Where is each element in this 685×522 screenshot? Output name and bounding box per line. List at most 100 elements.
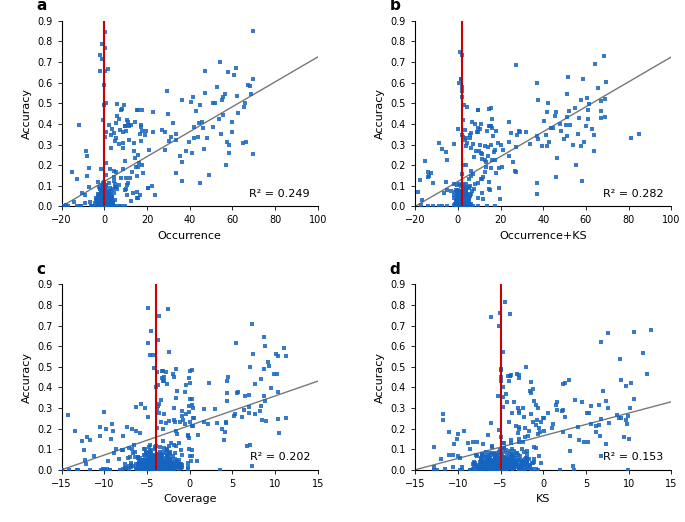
Point bbox=[513, 456, 524, 465]
Point bbox=[242, 442, 253, 450]
Point bbox=[507, 465, 518, 473]
Point bbox=[188, 123, 199, 131]
Point bbox=[121, 116, 132, 124]
Point bbox=[121, 191, 132, 199]
Point bbox=[460, 199, 471, 207]
Point bbox=[495, 458, 506, 466]
Point bbox=[219, 90, 230, 99]
Point bbox=[99, 199, 110, 208]
Point bbox=[490, 156, 501, 164]
Point bbox=[516, 458, 527, 467]
Point bbox=[458, 201, 469, 210]
Point bbox=[144, 460, 155, 469]
Point bbox=[58, 202, 69, 210]
Point bbox=[474, 465, 485, 473]
Point bbox=[493, 465, 503, 473]
Point bbox=[456, 195, 467, 203]
Point bbox=[459, 193, 470, 201]
Point bbox=[500, 463, 511, 471]
Point bbox=[460, 201, 471, 209]
Point bbox=[171, 365, 182, 373]
Point bbox=[453, 452, 464, 460]
Point bbox=[140, 130, 151, 139]
Point bbox=[103, 196, 114, 204]
Point bbox=[454, 197, 465, 206]
Point bbox=[482, 462, 493, 471]
Point bbox=[582, 105, 593, 114]
Point bbox=[96, 196, 107, 205]
Point bbox=[69, 426, 80, 435]
Point bbox=[97, 193, 108, 201]
Point bbox=[158, 456, 169, 465]
Point bbox=[454, 199, 465, 208]
Point bbox=[488, 464, 499, 472]
Point bbox=[145, 464, 156, 472]
Point bbox=[221, 397, 232, 405]
Point bbox=[506, 456, 517, 464]
Point bbox=[164, 348, 175, 356]
Point bbox=[151, 457, 162, 466]
Point bbox=[625, 379, 636, 387]
Point bbox=[462, 439, 473, 447]
Point bbox=[97, 195, 108, 204]
Point bbox=[455, 194, 466, 202]
Point bbox=[480, 458, 491, 466]
Point bbox=[149, 460, 160, 469]
Point bbox=[120, 464, 131, 472]
Point bbox=[131, 105, 142, 114]
Point bbox=[487, 132, 498, 140]
Point bbox=[514, 126, 525, 135]
Point bbox=[452, 191, 463, 199]
Point bbox=[160, 464, 171, 472]
Point bbox=[588, 130, 599, 139]
Point bbox=[100, 197, 111, 205]
Point bbox=[133, 461, 144, 470]
Point bbox=[458, 198, 469, 207]
Point bbox=[150, 465, 161, 473]
Point bbox=[454, 196, 465, 205]
Point bbox=[154, 455, 165, 464]
Point bbox=[96, 198, 107, 207]
Point bbox=[155, 455, 166, 464]
Point bbox=[459, 193, 470, 201]
Point bbox=[98, 193, 109, 201]
Point bbox=[480, 462, 491, 471]
Point bbox=[111, 444, 122, 453]
Point bbox=[532, 190, 543, 198]
Point bbox=[457, 93, 468, 101]
Point bbox=[102, 200, 113, 208]
Point bbox=[456, 195, 467, 204]
Point bbox=[147, 461, 158, 470]
Point bbox=[145, 459, 155, 468]
Point bbox=[123, 121, 134, 129]
Point bbox=[147, 460, 158, 469]
Point bbox=[102, 194, 113, 203]
Point bbox=[503, 376, 514, 385]
Point bbox=[528, 397, 539, 405]
Point bbox=[414, 176, 425, 184]
Point bbox=[95, 199, 105, 207]
Point bbox=[97, 201, 108, 209]
Point bbox=[84, 183, 95, 192]
Point bbox=[531, 444, 542, 452]
Point bbox=[182, 459, 193, 467]
Point bbox=[514, 452, 525, 460]
Point bbox=[455, 191, 466, 199]
Point bbox=[146, 182, 157, 191]
Point bbox=[96, 190, 107, 198]
Point bbox=[88, 452, 99, 460]
Point bbox=[504, 310, 515, 318]
Point bbox=[97, 199, 108, 207]
Point bbox=[130, 402, 141, 411]
Point bbox=[454, 191, 465, 199]
Point bbox=[219, 436, 229, 445]
Point bbox=[260, 342, 271, 350]
Point bbox=[481, 457, 492, 466]
Point bbox=[495, 462, 506, 470]
Point bbox=[117, 165, 128, 174]
Point bbox=[495, 459, 506, 467]
Point bbox=[596, 107, 607, 115]
Point bbox=[101, 194, 112, 202]
Point bbox=[142, 465, 153, 473]
Point bbox=[97, 193, 108, 201]
